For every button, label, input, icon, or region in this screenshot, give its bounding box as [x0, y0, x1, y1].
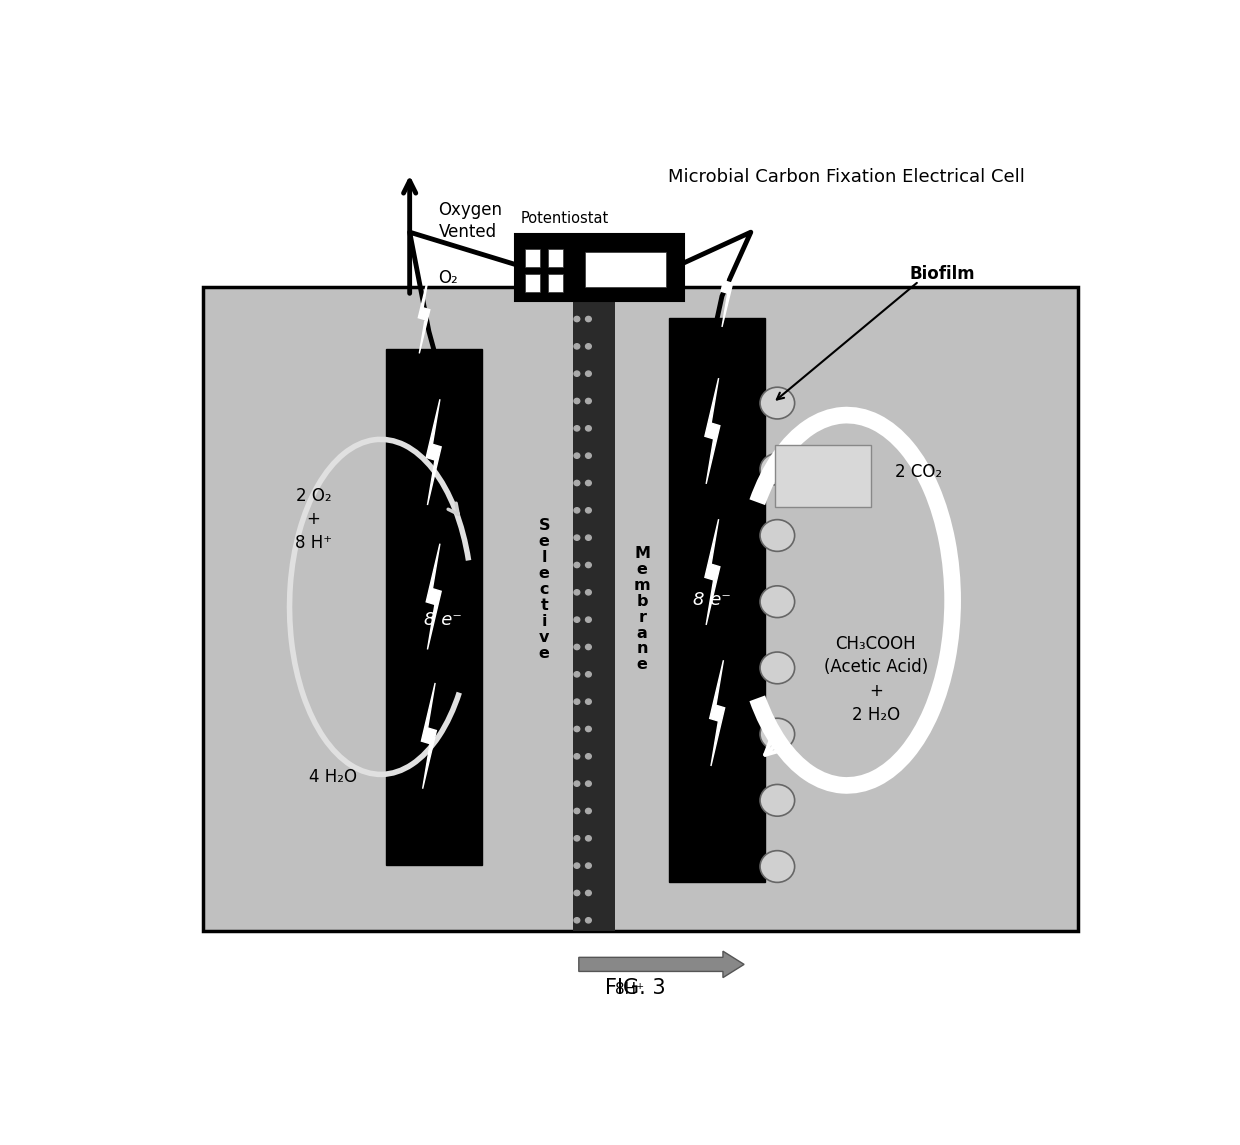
Circle shape — [760, 520, 795, 552]
Bar — [386, 349, 481, 864]
Text: 2 CO₂: 2 CO₂ — [895, 463, 942, 481]
Circle shape — [574, 808, 580, 814]
Circle shape — [574, 535, 580, 540]
Circle shape — [585, 453, 591, 458]
Circle shape — [574, 672, 580, 677]
Bar — [548, 274, 563, 292]
Text: 2 O₂
+
8 H⁺: 2 O₂ + 8 H⁺ — [295, 487, 332, 552]
Text: Biofilm: Biofilm — [909, 264, 975, 283]
Circle shape — [574, 863, 580, 868]
Text: FIG. 3: FIG. 3 — [605, 978, 666, 998]
Circle shape — [585, 535, 591, 540]
Circle shape — [760, 453, 795, 485]
Circle shape — [574, 617, 580, 623]
Circle shape — [574, 371, 580, 377]
Circle shape — [585, 617, 591, 623]
Text: 8H⁺: 8H⁺ — [615, 981, 644, 996]
Circle shape — [574, 344, 580, 349]
Circle shape — [760, 851, 795, 883]
Circle shape — [574, 316, 580, 322]
Polygon shape — [427, 544, 441, 649]
Circle shape — [585, 753, 591, 759]
Circle shape — [585, 917, 591, 923]
Bar — [525, 274, 541, 292]
Circle shape — [574, 781, 580, 787]
Polygon shape — [704, 378, 720, 484]
Bar — [594, 287, 615, 931]
Circle shape — [574, 562, 580, 568]
Circle shape — [574, 836, 580, 840]
Text: Potentiostat: Potentiostat — [521, 211, 609, 226]
Circle shape — [760, 387, 795, 419]
Circle shape — [585, 289, 591, 294]
Circle shape — [585, 562, 591, 568]
Circle shape — [574, 891, 580, 895]
Circle shape — [585, 344, 591, 349]
Circle shape — [585, 891, 591, 895]
Text: O₂: O₂ — [439, 269, 459, 287]
Circle shape — [585, 590, 591, 595]
Polygon shape — [709, 661, 724, 766]
Circle shape — [585, 781, 591, 787]
Circle shape — [760, 652, 795, 684]
Text: Oxygen
Vented: Oxygen Vented — [439, 202, 502, 242]
Circle shape — [585, 726, 591, 732]
Bar — [670, 318, 765, 883]
Circle shape — [760, 586, 795, 617]
Circle shape — [760, 784, 795, 816]
Circle shape — [585, 645, 591, 649]
Circle shape — [585, 426, 591, 431]
FancyArrow shape — [579, 951, 744, 978]
Circle shape — [585, 863, 591, 868]
Bar — [548, 250, 563, 267]
Circle shape — [585, 672, 591, 677]
Polygon shape — [427, 400, 441, 505]
Circle shape — [574, 426, 580, 431]
Circle shape — [574, 753, 580, 759]
Text: M
e
m
b
r
a
n
e: M e m b r a n e — [634, 546, 651, 672]
Circle shape — [585, 398, 591, 404]
Text: S
e
l
e
c
t
i
v
e: S e l e c t i v e — [538, 519, 551, 661]
Circle shape — [574, 726, 580, 732]
Circle shape — [574, 453, 580, 458]
Circle shape — [585, 371, 591, 377]
Circle shape — [585, 316, 591, 322]
Circle shape — [585, 836, 591, 840]
Text: 4 H₂O: 4 H₂O — [309, 768, 357, 787]
Circle shape — [574, 481, 580, 485]
Polygon shape — [418, 274, 430, 354]
Text: 8 e⁻: 8 e⁻ — [693, 591, 732, 609]
Polygon shape — [422, 682, 436, 789]
Circle shape — [574, 590, 580, 595]
Text: Microbial Carbon Fixation Electrical Cell: Microbial Carbon Fixation Electrical Cel… — [668, 168, 1025, 187]
Text: 8 e⁻: 8 e⁻ — [424, 610, 463, 629]
Bar — [584, 252, 666, 287]
Circle shape — [585, 808, 591, 814]
Circle shape — [574, 507, 580, 513]
Polygon shape — [720, 247, 733, 327]
Circle shape — [574, 289, 580, 294]
Circle shape — [585, 507, 591, 513]
Text: CH₃COOH
(Acetic Acid)
+
2 H₂O: CH₃COOH (Acetic Acid) + 2 H₂O — [823, 634, 928, 724]
Bar — [525, 250, 541, 267]
Bar — [573, 287, 594, 931]
Circle shape — [574, 698, 580, 704]
Circle shape — [585, 698, 591, 704]
Bar — [775, 445, 870, 507]
Bar — [203, 287, 1078, 931]
Circle shape — [574, 645, 580, 649]
Circle shape — [574, 398, 580, 404]
Circle shape — [585, 481, 591, 485]
Polygon shape — [704, 519, 720, 625]
Circle shape — [574, 917, 580, 923]
Circle shape — [760, 718, 795, 750]
Bar — [516, 235, 683, 300]
